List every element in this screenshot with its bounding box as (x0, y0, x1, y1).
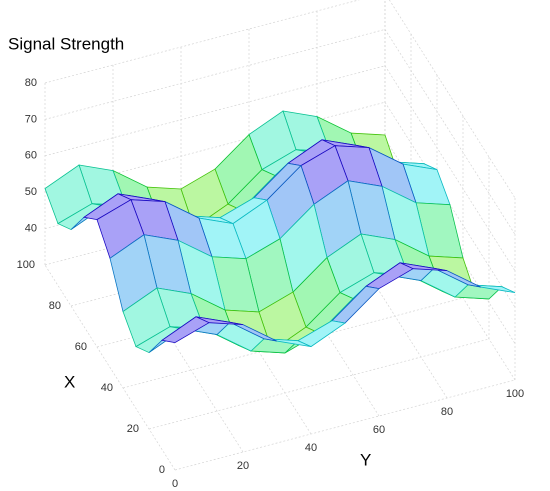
surface-cell (160, 316, 210, 344)
grid-line (148, 338, 490, 430)
y-tick-label: 0 (172, 478, 178, 490)
grid-line (384, 29, 516, 235)
grid-line (44, 264, 176, 471)
x-axis-label: X (64, 372, 75, 391)
y-tick-label: 80 (441, 406, 453, 418)
grid-line (44, 29, 386, 120)
y-axis-label: Y (360, 450, 371, 469)
x-tick-label: 20 (127, 423, 139, 435)
grid-line (112, 246, 244, 453)
x-tick-label: 60 (75, 341, 87, 353)
grid-line (44, 65, 386, 157)
x-tick-label: 80 (49, 300, 61, 312)
grid-line (174, 379, 516, 471)
y-tick-label: 20 (237, 460, 249, 472)
grid-line (44, 101, 386, 193)
grid-line (389, 0, 516, 199)
y-tick-label: 100 (506, 388, 524, 400)
chart-title: Signal Strength (8, 34, 124, 53)
z-tick-label: 40 (25, 223, 37, 235)
z-tick-label: 50 (25, 186, 37, 198)
y-tick-label: 60 (373, 424, 385, 436)
x-tick-label: 100 (17, 259, 35, 271)
grid-line (316, 192, 448, 399)
z-tick-label: 70 (25, 113, 37, 125)
z-tick-label: 80 (25, 77, 37, 89)
y-tick-label: 40 (305, 442, 317, 454)
grid-line (384, 65, 516, 271)
grid-line (122, 297, 464, 389)
z-tick-label: 60 (25, 150, 37, 162)
x-tick-label: 40 (101, 382, 113, 394)
x-tick-label: 0 (159, 464, 165, 476)
grid-line (44, 0, 360, 84)
